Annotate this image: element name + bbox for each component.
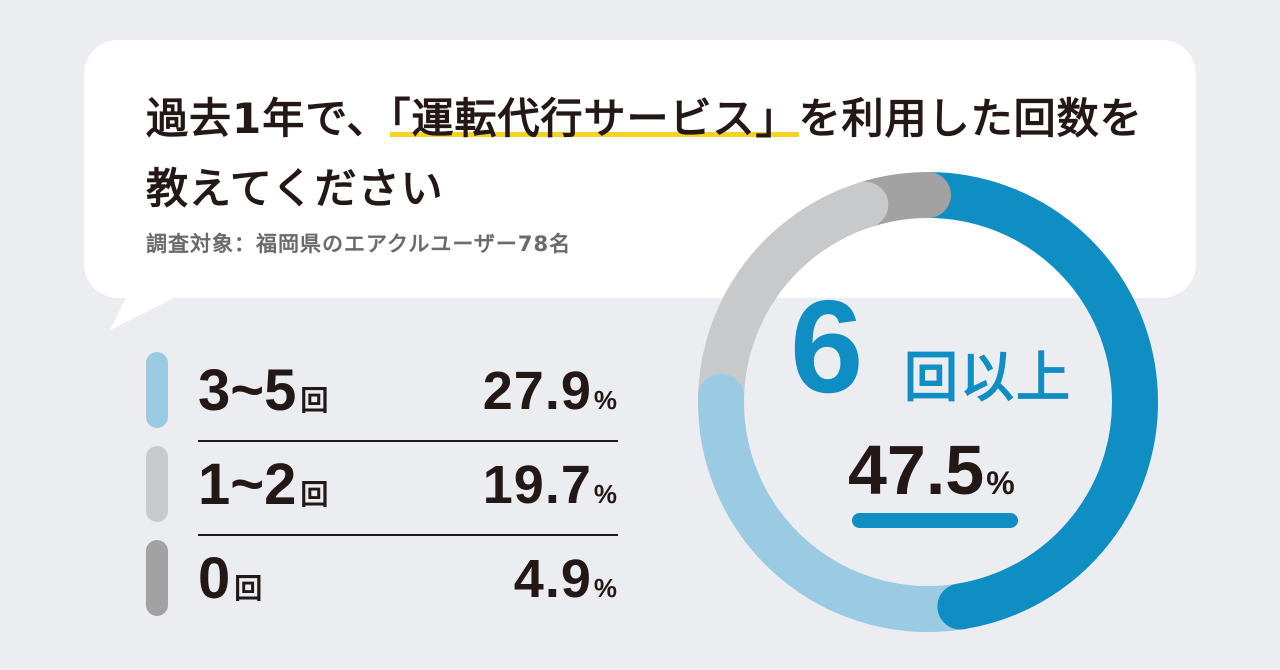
legend-value: 19.7% [482,455,618,515]
center-category: 回以上 [904,346,1072,409]
legend-value: 27.9% [482,361,618,421]
legend-swatch [146,540,168,616]
page-title: 過去1年で、「運転代行サービス」を利用した回数を教えてください [146,84,1156,224]
legend-row: 1~2 回 19.7% [146,442,618,536]
legend-swatch [146,446,168,522]
survey-subtitle: 調査対象：福岡県のエアクルユーザー78名 [146,232,572,256]
center-number: 6 [790,273,864,420]
donut-slice-cap [905,172,951,218]
donut-slice-cap [842,181,889,228]
legend-swatch [146,352,168,428]
legend-row: 3~5 回 27.9% [146,348,618,442]
donut-slice [698,182,873,398]
donut-slice-cap [937,583,984,630]
speech-bubble [84,40,1196,298]
title-post: を利用した回数を教えてください [146,94,1143,213]
title-highlight: 「運転代行サービス」 [389,94,799,143]
legend-value: 4.9% [513,549,618,609]
title-pre: 過去1年で、 [146,94,390,143]
speech-bubble-tail [110,290,190,330]
donut-slice [927,172,1158,630]
donut-chart [698,172,1158,632]
donut-slice-cap [698,373,745,420]
legend-label: 3~5 回 [198,358,329,423]
divider [198,440,618,442]
legend-label: 1~2 回 [198,452,329,517]
donut-slice [698,396,964,632]
center-value: 47.5% [848,431,1015,509]
center-underline [852,513,1018,528]
divider [198,534,618,536]
